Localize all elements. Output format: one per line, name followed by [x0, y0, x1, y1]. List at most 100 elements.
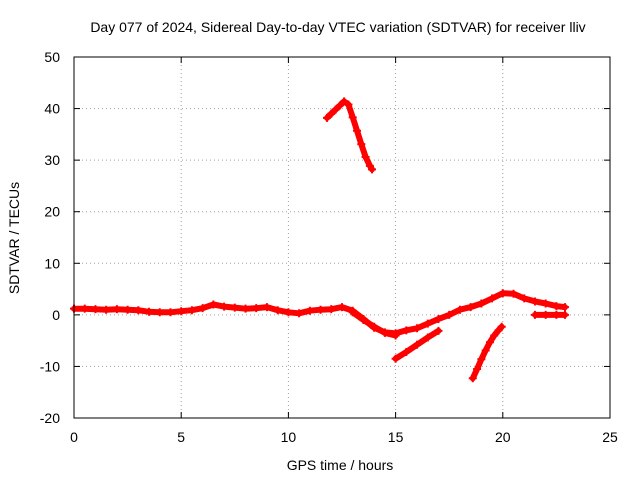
y-axis-label: SDTVAR / TECUs: [6, 182, 22, 294]
plot-frame: [73, 56, 611, 419]
y-tick-label: 40: [44, 101, 60, 117]
data-point: [273, 306, 282, 315]
data-point: [423, 333, 432, 342]
data-point: [102, 305, 111, 314]
data-point: [361, 153, 370, 162]
data-point: [481, 346, 490, 355]
data-point: [359, 316, 368, 325]
data-point: [198, 304, 207, 313]
data-point: [348, 308, 357, 317]
data-point: [338, 303, 346, 312]
data-point: [413, 324, 422, 333]
data-point: [485, 338, 494, 347]
data-point: [295, 309, 304, 318]
data-points: [70, 97, 569, 383]
data-point: [80, 304, 89, 313]
data-point: [370, 322, 379, 331]
data-point: [413, 340, 422, 349]
series-main-trace: [70, 289, 569, 338]
data-point: [368, 165, 377, 174]
y-tick-label: 10: [44, 255, 60, 271]
data-point: [498, 289, 507, 298]
x-tick-label: 10: [281, 429, 297, 445]
data-point: [434, 314, 443, 323]
data-point: [327, 109, 336, 118]
x-tick-label: 5: [177, 429, 185, 445]
data-point: [552, 302, 561, 311]
data-point: [155, 308, 164, 317]
data-point: [490, 331, 499, 340]
gridlines: [74, 57, 610, 418]
x-tick-label: 0: [70, 429, 78, 445]
data-point: [402, 326, 411, 335]
data-point: [134, 306, 143, 315]
data-point: [380, 328, 389, 337]
data-point: [316, 305, 325, 314]
data-point: [445, 310, 454, 319]
data-point: [530, 297, 539, 306]
data-point: [455, 305, 464, 314]
data-point: [391, 331, 400, 340]
data-point: [262, 303, 271, 312]
data-point: [284, 308, 293, 317]
data-point: [123, 305, 132, 314]
y-tick-label: -10: [40, 358, 60, 374]
data-point: [322, 113, 331, 122]
data-point: [468, 374, 477, 383]
data-point: [402, 347, 411, 356]
data-point: [552, 310, 561, 319]
data-point: [187, 306, 196, 315]
series-lower-branch: [348, 308, 400, 340]
series-tail-segment: [530, 310, 569, 319]
data-point: [340, 97, 349, 106]
chart-title: Day 077 of 2024, Sidereal Day-to-day VTE…: [90, 19, 585, 35]
data-point: [112, 305, 121, 314]
data-point: [488, 294, 497, 303]
data-point: [220, 302, 229, 311]
data-point: [241, 304, 250, 313]
x-tick-label: 25: [602, 429, 618, 445]
data-point: [209, 300, 218, 309]
data-point: [230, 303, 239, 312]
data-point: [166, 308, 175, 317]
x-tick-label: 20: [495, 429, 511, 445]
series-steep-rise: [468, 322, 506, 383]
y-tick-label: 20: [44, 204, 60, 220]
data-point: [560, 310, 569, 319]
data-point: [145, 307, 154, 316]
data-point: [497, 322, 506, 331]
data-point: [335, 101, 344, 110]
data-point: [520, 294, 529, 303]
data-point: [252, 304, 261, 313]
series-dip-segment: [391, 326, 443, 363]
data-point: [530, 310, 539, 319]
y-tick-label: 0: [52, 307, 60, 323]
y-tick-label: 30: [44, 152, 60, 168]
data-point: [541, 299, 550, 308]
y-tick-label: 50: [44, 49, 60, 65]
data-point: [91, 305, 100, 314]
data-point: [331, 105, 340, 114]
x-axis-label: GPS time / hours: [287, 457, 394, 473]
data-point: [560, 303, 569, 312]
data-point: [353, 126, 362, 135]
data-point: [477, 299, 486, 308]
data-point: [344, 100, 353, 109]
data-point: [434, 326, 443, 335]
data-point: [509, 289, 518, 298]
data-point: [423, 319, 432, 328]
data-point: [348, 113, 357, 122]
axis-ticks: 0 5 10 15 20 25 -20 -10 0 10 20 30 40 50: [40, 49, 618, 445]
data-point: [305, 306, 314, 315]
data-point: [391, 354, 400, 363]
data-point: [473, 365, 482, 374]
data-point: [357, 140, 366, 149]
data-point: [177, 307, 186, 316]
data-point: [541, 310, 550, 319]
data-point: [477, 355, 486, 364]
data-point: [466, 303, 475, 312]
x-tick-label: 15: [388, 429, 404, 445]
series-high-arc: [322, 97, 377, 174]
